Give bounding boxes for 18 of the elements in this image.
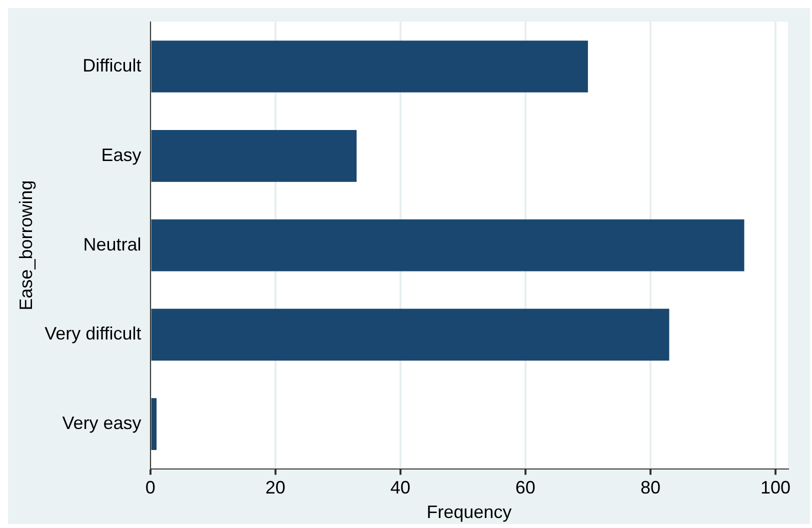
y-tick-label: Difficult <box>82 55 142 76</box>
x-tick-label: 60 <box>515 478 536 498</box>
bar <box>151 398 157 450</box>
y-tick-label: Easy <box>101 144 142 165</box>
y-tick-label: Neutral <box>83 234 142 254</box>
x-axis-title: Frequency <box>426 502 512 522</box>
x-tick-label: 40 <box>390 478 410 498</box>
x-tick-label: 0 <box>145 478 156 498</box>
y-tick-label: Very difficult <box>44 324 142 344</box>
x-tick-label: 20 <box>265 478 286 498</box>
y-tick-label: Very easy <box>62 413 142 434</box>
bar <box>151 130 357 182</box>
bar <box>151 40 588 92</box>
bar <box>151 219 744 272</box>
bar <box>151 308 670 361</box>
x-tick-label: 100 <box>760 478 791 498</box>
x-tick-label: 80 <box>640 478 660 498</box>
y-axis-title: Ease_borrowing <box>16 180 36 310</box>
